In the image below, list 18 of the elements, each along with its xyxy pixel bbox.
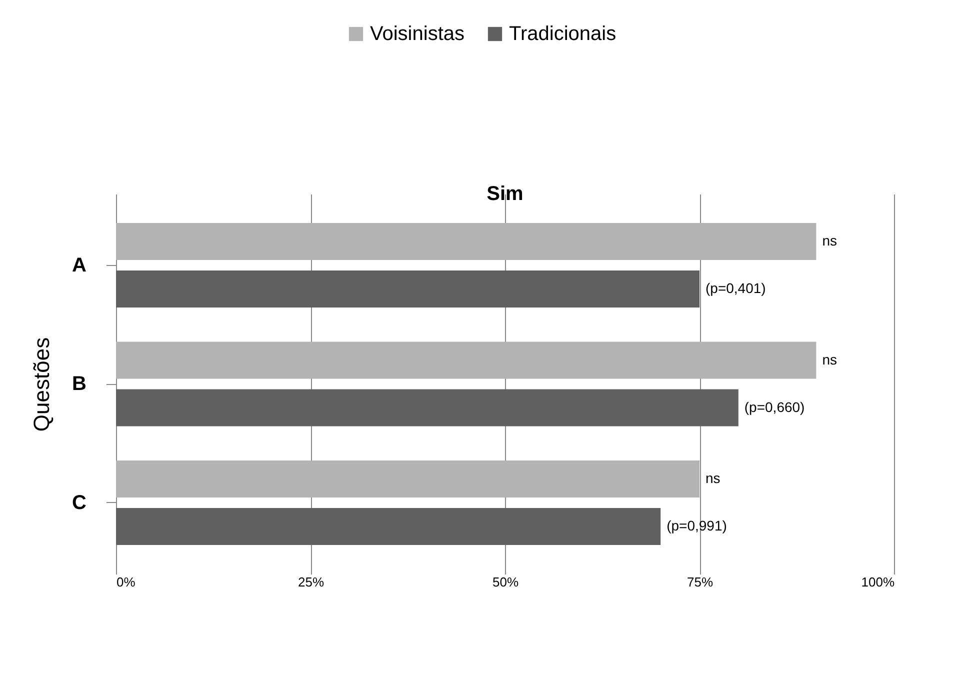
annotation: (p=0,660) (744, 398, 805, 415)
x-tick-label: 25% (298, 574, 324, 590)
annotation: ns (822, 232, 837, 248)
chart-title: Sim (486, 183, 524, 205)
y-tick-label: B (72, 373, 86, 395)
annotation: ns (822, 351, 837, 368)
annotation: ns (706, 470, 720, 486)
x-tick-label: 0% (116, 574, 136, 590)
legend-label: Tradicionais (509, 23, 616, 45)
annotation: (p=0,991) (666, 518, 727, 534)
y-tick-label: A (72, 254, 86, 276)
x-tick-label: 50% (492, 574, 519, 590)
x-tick-label: 75% (686, 574, 714, 590)
y-axis-title: Questões (29, 337, 54, 432)
y-tick-label: C (72, 492, 86, 514)
legend-label: Voisinistas (370, 23, 464, 45)
x-tick-label: 100% (861, 574, 895, 590)
annotation: (p=0,401) (706, 280, 766, 296)
